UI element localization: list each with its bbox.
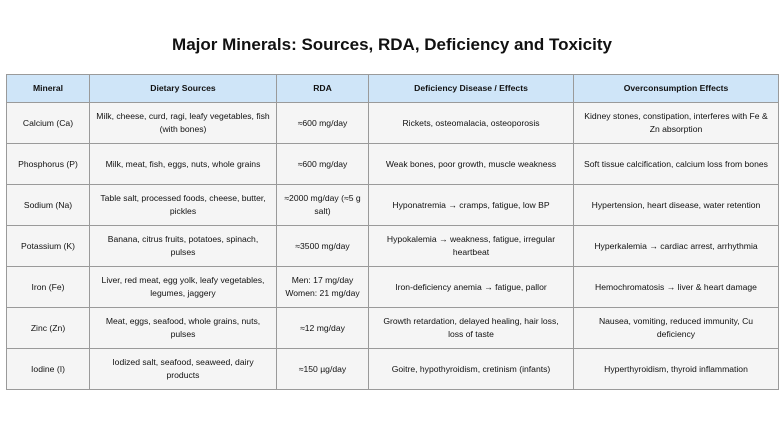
table-cell: ≈2000 mg/day (≈5 g salt)	[276, 184, 369, 226]
table-row: Sodium (Na) Table salt, processed foods, …	[6, 184, 779, 226]
table-cell: ≈600 mg/day	[276, 102, 369, 144]
table-cell: Phosphorus (P)	[6, 143, 90, 185]
table-cell: Soft tissue calcification, calcium loss …	[573, 143, 779, 185]
table-cell: Calcium (Ca)	[6, 102, 90, 144]
table-cell: Liver, red meat, egg yolk, leafy vegetab…	[89, 266, 277, 308]
page-title: Major Minerals: Sources, RDA, Deficiency…	[172, 35, 612, 54]
table-cell: Banana, citrus fruits, potatoes, spinach…	[89, 225, 277, 267]
column-header: Overconsumption Effects	[573, 74, 779, 103]
table-row: Iodine (I) Iodized salt, seafood, seaweed…	[6, 348, 779, 390]
table-row: Calcium (Ca) Milk, cheese, curd, ragi, le…	[6, 102, 779, 144]
table-cell: Hemochromatosis → liver & heart damage	[573, 266, 779, 308]
table-header-row: Mineral Dietary Sources RDA Deficiency Dise…	[6, 74, 779, 103]
table-cell: Sodium (Na)	[6, 184, 90, 226]
column-header: Deficiency Disease / Effects	[368, 74, 574, 103]
table-cell: Iron-deficiency anemia → fatigue, pallor	[368, 266, 574, 308]
table-row: Potassium (K) Banana, citrus fruits, pota…	[6, 225, 779, 267]
table-cell: Hypertension, heart disease, water reten…	[573, 184, 779, 226]
table-cell: Rickets, osteomalacia, osteoporosis	[368, 102, 574, 144]
column-header: Mineral	[6, 74, 90, 103]
table-cell: Weak bones, poor growth, muscle weakness	[368, 143, 574, 185]
table-cell: Men: 17 mg/day Women: 21 mg/day	[276, 266, 369, 308]
table-cell: Table salt, processed foods, cheese, but…	[89, 184, 277, 226]
table-cell: Hyponatremia → cramps, fatigue, low BP	[368, 184, 574, 226]
table-cell: Potassium (K)	[6, 225, 90, 267]
table-cell: Goitre, hypothyroidism, cretinism (infan…	[368, 348, 574, 390]
table-cell: Zinc (Zn)	[6, 307, 90, 349]
table-cell: Iron (Fe)	[6, 266, 90, 308]
table-cell: Hypokalemia → weakness, fatigue, irregul…	[368, 225, 574, 267]
table-cell: Kidney stones, constipation, interferes …	[573, 102, 779, 144]
table-cell: Iodine (I)	[6, 348, 90, 390]
table-row: Zinc (Zn) Meat, eggs, seafood, whole grai…	[6, 307, 779, 349]
table-cell: Meat, eggs, seafood, whole grains, nuts,…	[89, 307, 277, 349]
table-cell: ≈12 mg/day	[276, 307, 369, 349]
table-cell: Milk, meat, fish, eggs, nuts, whole grai…	[89, 143, 277, 185]
table-cell: ≈600 mg/day	[276, 143, 369, 185]
table-row: Iron (Fe) Liver, red meat, egg yolk, leaf…	[6, 266, 779, 308]
table-row: Phosphorus (P) Milk, meat, fish, eggs, nu…	[6, 143, 779, 185]
minerals-table: Mineral Dietary Sources RDA Deficiency Dise…	[6, 74, 779, 390]
table-cell: ≈3500 mg/day	[276, 225, 369, 267]
column-header: RDA	[276, 74, 369, 103]
table-cell: Growth retardation, delayed healing, hai…	[368, 307, 574, 349]
table-cell: Milk, cheese, curd, ragi, leafy vegetabl…	[89, 102, 277, 144]
table-cell: ≈150 µg/day	[276, 348, 369, 390]
table-cell: Iodized salt, seafood, seaweed, dairy pr…	[89, 348, 277, 390]
column-header: Dietary Sources	[89, 74, 277, 103]
table-cell: Nausea, vomiting, reduced immunity, Cu d…	[573, 307, 779, 349]
table-cell: Hyperthyroidism, thyroid inflammation	[573, 348, 779, 390]
table-cell: Hyperkalemia → cardiac arrest, arrhythmi…	[573, 225, 779, 267]
